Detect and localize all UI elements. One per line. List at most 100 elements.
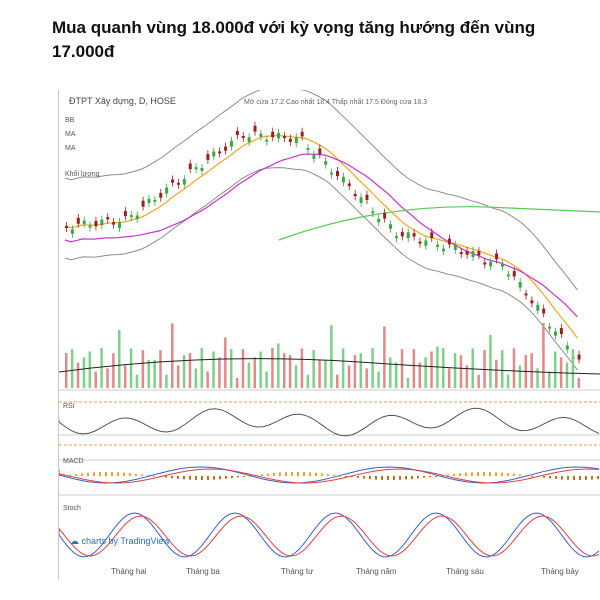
macd-label: MACD bbox=[63, 458, 84, 465]
candle-body bbox=[430, 232, 434, 239]
volume-bar bbox=[300, 348, 304, 388]
macd-histogram-bar bbox=[297, 472, 299, 476]
tradingview-cloud-icon: ☁ bbox=[70, 536, 79, 546]
month-axis-label: Tháng hai bbox=[111, 567, 147, 576]
macd-histogram-bar bbox=[441, 475, 443, 477]
volume-bar bbox=[282, 353, 286, 388]
tradingview-brand: ☁ charts by TradingView bbox=[70, 536, 170, 547]
volume-bar bbox=[182, 355, 186, 388]
candle-body bbox=[165, 187, 169, 194]
volume-bar bbox=[123, 365, 127, 388]
macd-histogram-bar bbox=[369, 476, 371, 480]
candle-body bbox=[324, 160, 328, 165]
candle-body bbox=[312, 154, 316, 159]
indicator-label: BB bbox=[65, 117, 75, 124]
macd-histogram-bar bbox=[531, 476, 533, 477]
volume-bar bbox=[65, 353, 68, 388]
candle-body bbox=[112, 222, 116, 225]
candle-body bbox=[565, 345, 569, 350]
macd-line bbox=[59, 466, 600, 484]
chart-canvas[interactable]: Tháng hai Tháng ba Tháng tư Tháng năm Tháng … bbox=[59, 90, 600, 580]
candle-body bbox=[389, 224, 393, 229]
macd-histogram-bar bbox=[495, 472, 497, 476]
macd-histogram-bar bbox=[171, 476, 173, 479]
candle-body bbox=[159, 193, 163, 198]
candle-body bbox=[229, 140, 233, 147]
volume-bar bbox=[253, 357, 257, 388]
volume-bar bbox=[453, 353, 457, 388]
macd-histogram-bar bbox=[165, 476, 167, 478]
candle-body bbox=[277, 133, 281, 139]
candle-body bbox=[471, 251, 475, 258]
macd-histogram-bar bbox=[327, 474, 329, 476]
volume-bar bbox=[94, 371, 97, 388]
candle-body bbox=[171, 179, 175, 183]
macd-histogram-bar bbox=[243, 476, 245, 477]
macd-histogram-bar bbox=[333, 474, 335, 476]
macd-signal-line bbox=[59, 468, 600, 484]
candle-body bbox=[247, 137, 251, 143]
macd-histogram-bar bbox=[315, 472, 317, 476]
ma-long-line bbox=[278, 206, 600, 241]
macd-histogram-bar bbox=[69, 474, 71, 476]
volume-bar bbox=[548, 371, 551, 388]
volume-bar bbox=[400, 349, 404, 388]
volume-bar bbox=[406, 377, 410, 388]
month-axis-label: Tháng ba bbox=[186, 567, 220, 576]
headline: Mua quanh vùng 18.000đ với kỳ vọng tăng … bbox=[52, 16, 600, 64]
stoch-k-line bbox=[59, 512, 600, 558]
volume-bar bbox=[553, 351, 557, 388]
candle-body bbox=[318, 148, 322, 155]
macd-histogram-bar bbox=[519, 474, 521, 476]
candle-body bbox=[365, 194, 369, 200]
month-axis-label: Tháng năm bbox=[356, 567, 397, 576]
stoch-d-line bbox=[59, 515, 600, 557]
macd-histogram-bar bbox=[561, 476, 563, 480]
candle-body bbox=[200, 168, 204, 171]
candle-body bbox=[453, 244, 457, 250]
macd-histogram-bar bbox=[573, 476, 575, 480]
volume-bar bbox=[536, 368, 539, 388]
candle-body bbox=[100, 219, 104, 226]
macd-histogram-bar bbox=[435, 476, 437, 477]
candle-body bbox=[88, 225, 92, 228]
macd-histogram-bar bbox=[93, 472, 95, 476]
volume-bar bbox=[312, 350, 315, 388]
candle-body bbox=[412, 233, 416, 237]
volume-bar bbox=[118, 330, 121, 388]
macd-histogram-bar bbox=[555, 476, 557, 479]
macd-histogram-bar bbox=[471, 472, 473, 476]
macd-histogram-bar bbox=[285, 472, 287, 476]
volume-bar bbox=[341, 348, 345, 388]
macd-histogram-bar bbox=[303, 472, 305, 476]
macd-histogram-bar bbox=[189, 476, 191, 480]
macd-histogram-bar bbox=[195, 476, 197, 480]
candle-body bbox=[524, 293, 528, 296]
macd-histogram-bar bbox=[351, 476, 353, 478]
volume-bar bbox=[324, 359, 327, 388]
macd-histogram-bar bbox=[447, 474, 449, 476]
macd-histogram-bar bbox=[87, 472, 89, 476]
volume-bar bbox=[271, 348, 274, 388]
candle-body bbox=[188, 163, 192, 170]
macd-histogram-bar bbox=[123, 472, 125, 476]
volume-bar bbox=[294, 365, 298, 388]
volume-bar bbox=[88, 351, 92, 388]
volume-bar bbox=[489, 334, 492, 388]
volume-bar bbox=[430, 351, 433, 388]
candle-body bbox=[530, 300, 534, 304]
bollinger-upper bbox=[64, 90, 578, 291]
macd-histogram-bar bbox=[237, 476, 239, 478]
candle-body bbox=[377, 218, 381, 223]
candle-body bbox=[265, 139, 269, 142]
candle-body bbox=[76, 217, 80, 224]
volume-bar bbox=[359, 353, 363, 388]
candle-body bbox=[135, 215, 139, 220]
macd-histogram-bar bbox=[183, 476, 185, 480]
volume-bar bbox=[165, 374, 168, 388]
tradingview-chart[interactable]: Tháng hai Tháng ba Tháng tư Tháng năm Tháng … bbox=[58, 90, 600, 580]
volume-bar bbox=[70, 349, 74, 388]
candle-body bbox=[106, 217, 110, 220]
candle-body bbox=[65, 226, 68, 228]
candle-body bbox=[500, 263, 504, 267]
